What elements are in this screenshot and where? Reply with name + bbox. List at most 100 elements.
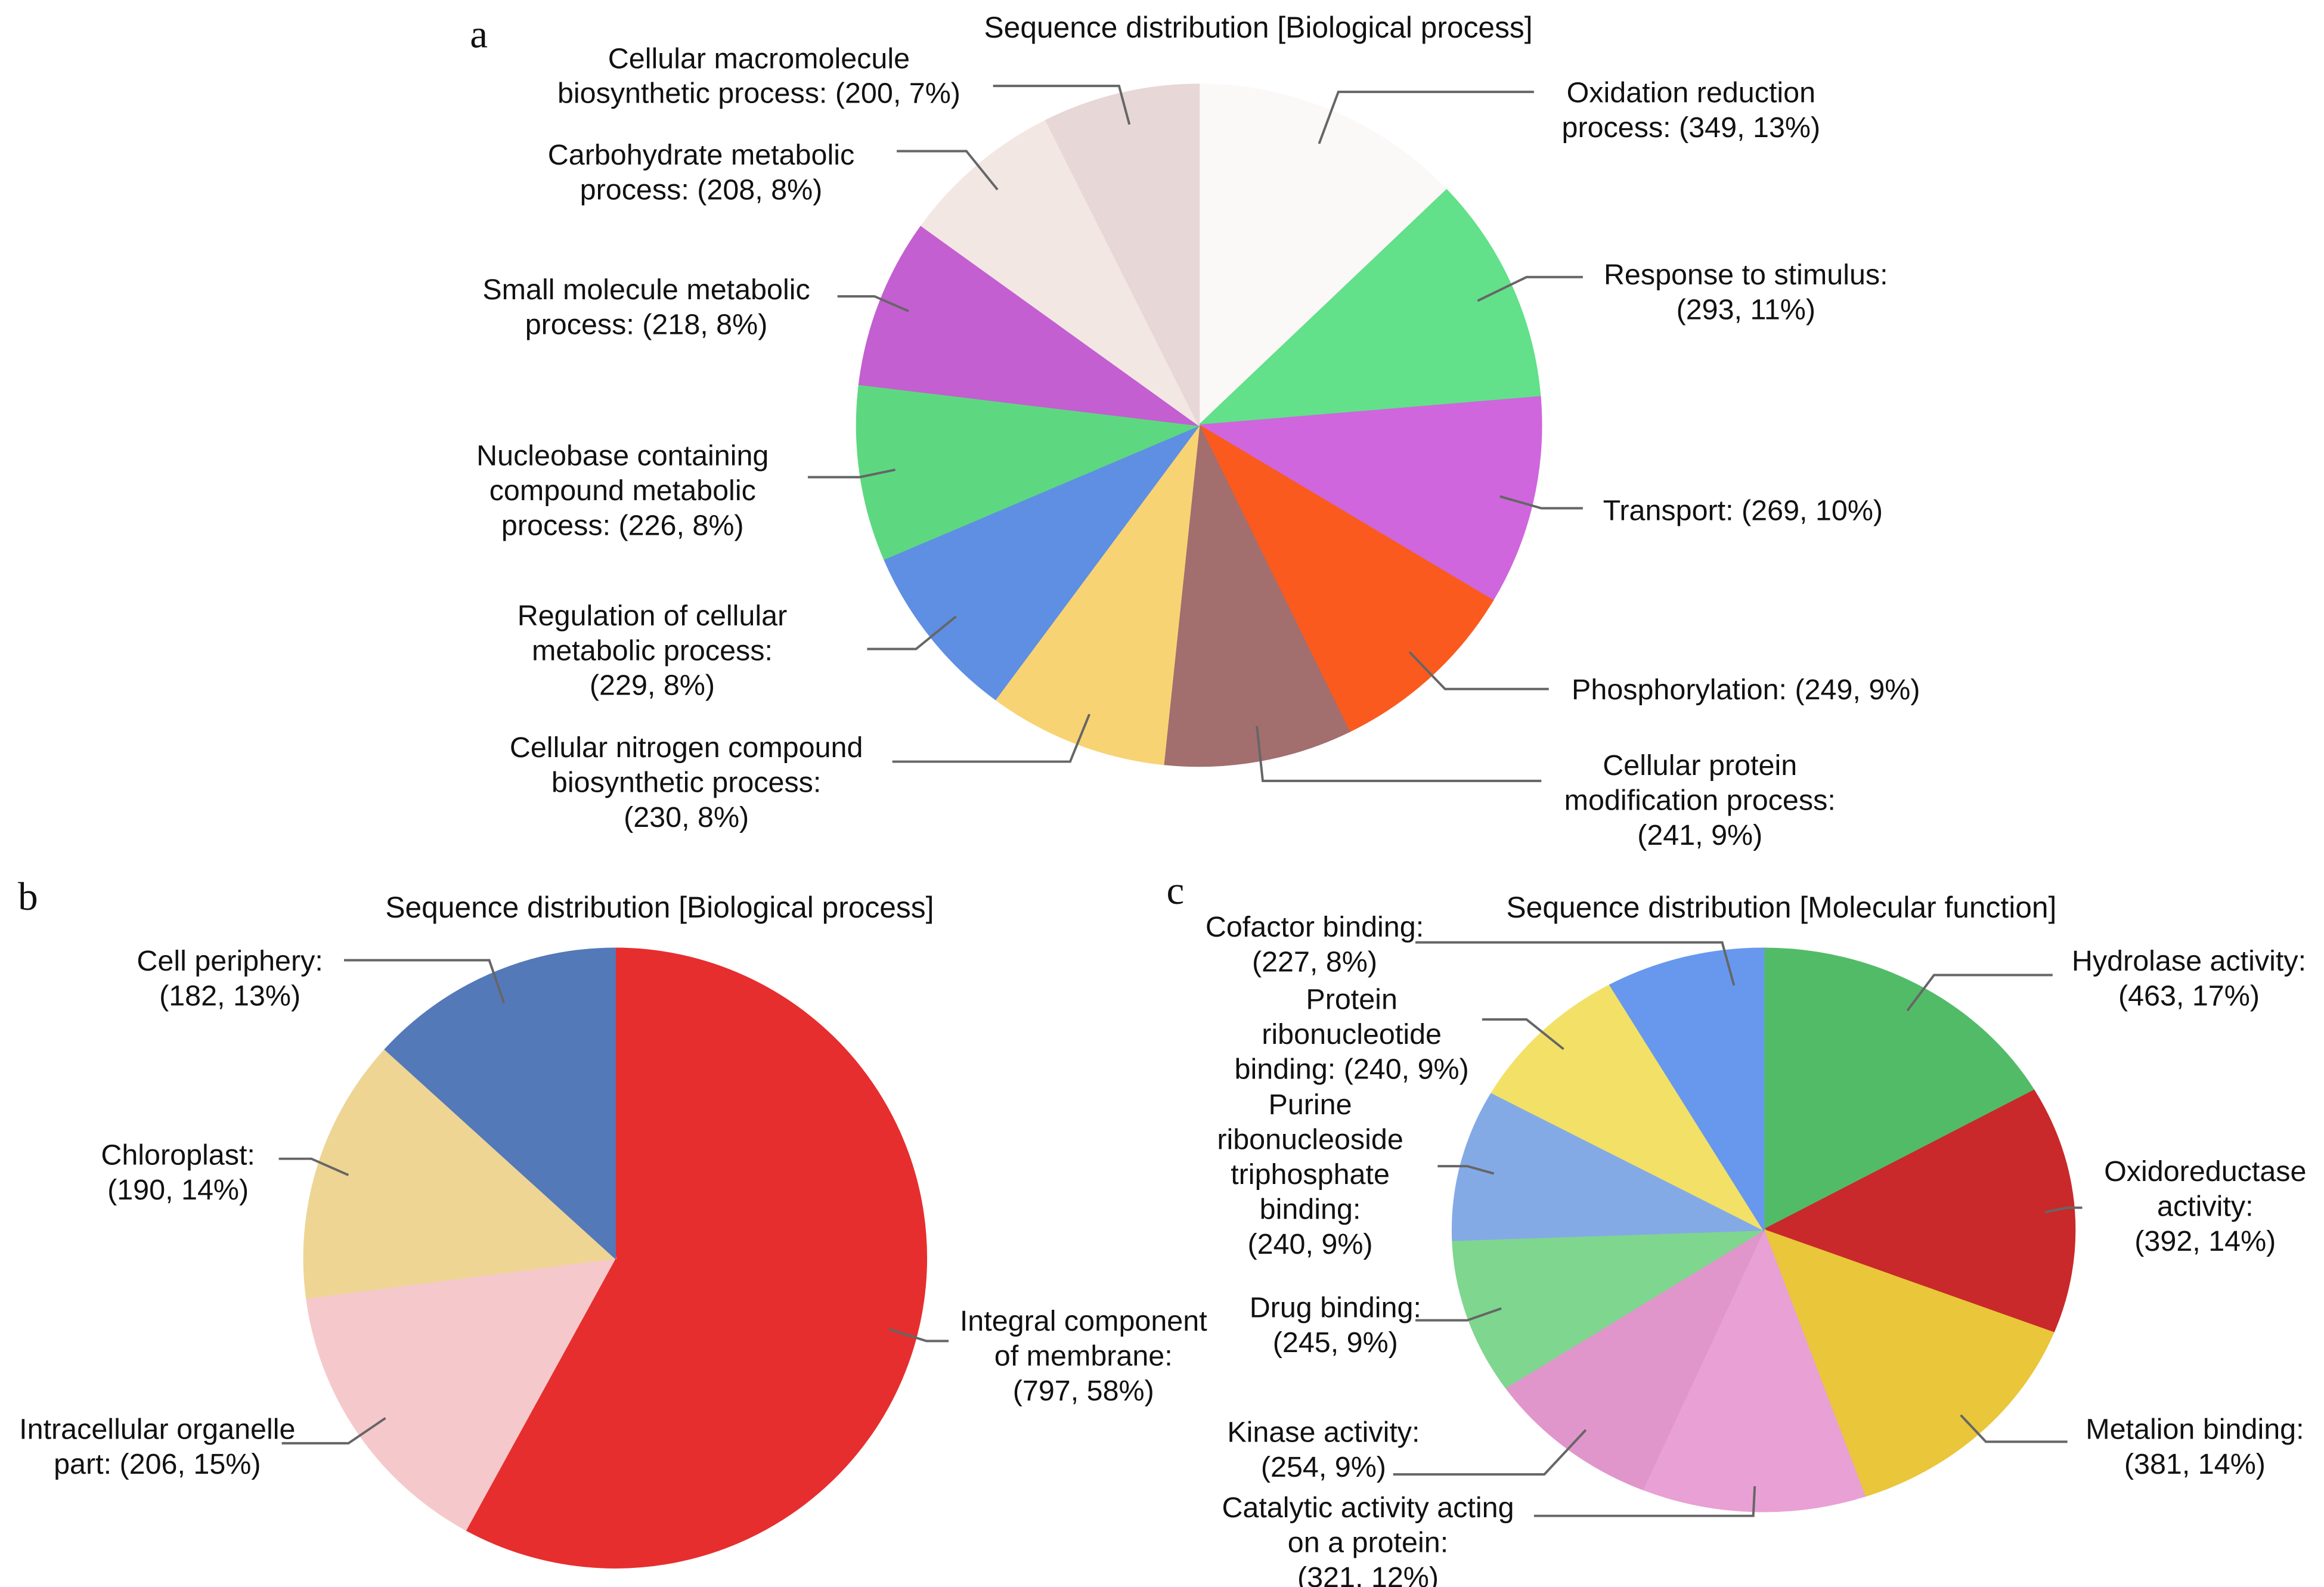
slice-label-integral-component-of-membrane: Integral component of membrane: (797, 58%) [960, 1305, 1207, 1407]
leader-line-cellular-macromolecule-biosynthetic-process [993, 85, 1131, 125]
slice-label-line: (254, 9%) [1261, 1451, 1386, 1483]
leader-line-kinase-activity [1393, 1429, 1587, 1476]
slice-label-line: Phosphorylation: (249, 9%) [1572, 674, 1920, 706]
slice-label-line: process: (218, 8%) [525, 308, 768, 340]
slice-label-line: Protein [1306, 984, 1398, 1016]
slice-label-line: triphosphate [1231, 1158, 1390, 1191]
slice-label-line: modification process: [1564, 784, 1836, 816]
slice-label-line: (230, 8%) [624, 801, 749, 833]
slice-label-line: on a protein: [1288, 1527, 1448, 1559]
leader-line-response-to-stimulus [1477, 275, 1583, 302]
pie-slice-phosphorylation [1197, 423, 1494, 733]
chart-title-c: Sequence distribution [Molecular functio… [1507, 891, 2057, 924]
pie-slice-cofactor-binding [1609, 947, 1765, 1233]
slice-label-line: binding: [1260, 1193, 1361, 1225]
slice-label-intracellular-organelle-part: Intracellular organelle part: (206, 15%) [19, 1413, 295, 1480]
slice-label-phosphorylation: Phosphorylation: (249, 9%) [1572, 674, 1920, 706]
pie-slice-nucleobase-containing-compound-metabolic-process [856, 383, 1202, 560]
slice-label-line: (227, 8%) [1252, 946, 1377, 978]
slice-label-line: process: (349, 13%) [1562, 111, 1821, 144]
pie-slice-small-molecule-metabolic-process [858, 224, 1200, 426]
pie-slice-integral-component-of-membrane [464, 947, 928, 1569]
slice-label-line: Carbohydrate metabolic [548, 139, 854, 171]
slice-label-line: Transport: (269, 10%) [1603, 494, 1883, 526]
pie-chart-a: Oxidation reduction process: (349, 13%) Re… [476, 42, 1920, 851]
pie-chart-b: Integral component of membrane: (797, 58%)… [19, 945, 1207, 1569]
slice-label-line: (245, 9%) [1273, 1326, 1398, 1359]
slice-label-line: of membrane: [994, 1340, 1173, 1372]
slice-label-line: (241, 9%) [1637, 819, 1762, 851]
pie-slice-intracellular-organelle-part [305, 1257, 617, 1531]
pie-slice-hydrolase-activity [1762, 947, 2035, 1232]
slice-label-chloroplast: Chloroplast: (190, 14%) [101, 1139, 255, 1206]
slice-label-metalion-binding: Metalion binding: (381, 14%) [2086, 1413, 2304, 1480]
slice-label-line: biosynthetic process: [551, 767, 821, 799]
slice-label-oxidation-reduction-process: Oxidation reduction process: (349, 13%) [1562, 77, 1821, 144]
slice-label-line: Drug binding: [1250, 1292, 1421, 1324]
leader-line-oxidoreductase-activity [2044, 1206, 2083, 1214]
slice-label-line: binding: (240, 9%) [1235, 1053, 1469, 1085]
slice-label-kinase-activity: Kinase activity: (254, 9%) [1227, 1416, 1420, 1483]
leader-line-small-molecule-metabolic-process [837, 295, 909, 312]
leader-line-transport [1499, 495, 1583, 510]
slice-label-small-molecule-metabolic-process: Small molecule metabolic process: (218, 8… [482, 274, 810, 340]
slice-label-cofactor-binding: Cofactor binding: (227, 8%) [1206, 911, 1424, 978]
leader-line-oxidation-reduction-process [1318, 91, 1534, 144]
slice-label-cellular-macromolecule-biosynthetic-process: Cellular macromolecule biosynthetic proce… [557, 42, 960, 109]
slice-label-line: Response to stimulus: [1604, 259, 1888, 291]
slice-label-line: biosynthetic process: (200, 7%) [557, 78, 960, 110]
slice-label-line: (797, 58%) [1013, 1375, 1154, 1407]
slice-label-response-to-stimulus: Response to stimulus: (293, 11%) [1604, 259, 1888, 326]
pie-slice-cell-periphery [384, 947, 616, 1260]
leader-line-chloroplast [278, 1157, 349, 1176]
leader-line-hydrolase-activity [1906, 974, 2053, 1012]
pie-slice-kinase-activity [1504, 1228, 1765, 1490]
slice-label-line: (240, 9%) [1248, 1228, 1373, 1260]
chart-title-b: Sequence distribution [Biological proces… [385, 891, 934, 924]
slice-label-line: (190, 14%) [107, 1174, 249, 1206]
leader-line-cellular-protein-modification-process [1256, 726, 1542, 782]
pie-slice-oxidation-reduction-process [1198, 83, 1448, 427]
slice-label-line: Regulation of cellular [518, 600, 788, 632]
pie-slice-purine-ribonucleoside-triphosphate-binding [1451, 1092, 1764, 1241]
slice-label-cellular-nitrogen-compound-biosynthetic-process: Cellular nitrogen compound biosynthetic p… [510, 731, 863, 833]
slice-label-hydrolase-activity: Hydrolase activity: (463, 17%) [2072, 945, 2306, 1012]
slice-label-protein-ribonucleotide-binding: Protein ribonucleotide binding: (240, 9%) [1235, 984, 1469, 1086]
slice-label-line: activity: [2157, 1190, 2254, 1222]
leader-line-catalytic-activity-acting-on-a-protein [1533, 1486, 1756, 1517]
slice-label-line: (321, 12%) [1297, 1561, 1439, 1587]
slice-label-line: (381, 14%) [2124, 1448, 2266, 1480]
slice-label-transport: Transport: (269, 10%) [1603, 494, 1883, 526]
slice-label-catalytic-activity-acting-on-a-protein: Catalytic activity acting on a protein: (3… [1222, 1492, 1514, 1587]
pie-slice-chloroplast [303, 1048, 617, 1299]
slice-label-line: process: (226, 8%) [501, 509, 744, 541]
leader-line-cell-periphery [343, 959, 506, 1004]
pie-slice-drug-binding [1452, 1229, 1767, 1388]
slice-label-oxidoreductase-activity: Oxidoreductase activity: (392, 14%) [2104, 1155, 2306, 1257]
slice-label-purine-ribonucleoside-triphosphate-binding: Purine ribonucleoside triphosphate binding:… [1217, 1089, 1403, 1260]
slice-label-line: Oxidoreductase [2104, 1155, 2306, 1188]
pie-slice-cellular-protein-modification-process [1163, 422, 1350, 767]
slice-label-line: Purine [1269, 1089, 1352, 1121]
panel-label-a: a [470, 12, 488, 57]
slice-label-line: Cellular protein [1603, 749, 1797, 782]
slice-label-line: Kinase activity: [1227, 1416, 1420, 1448]
leader-line-intracellular-organelle-part [281, 1417, 386, 1445]
slice-label-line: ribonucleoside [1217, 1124, 1403, 1156]
slice-label-line: Cell periphery: [137, 945, 323, 977]
panel-label-b: b [18, 874, 38, 919]
leader-line-integral-component-of-membrane [889, 1328, 949, 1343]
slice-label-cellular-protein-modification-process: Cellular protein modification process: (24… [1564, 749, 1836, 851]
slice-label-line: compound metabolic [489, 475, 756, 507]
pie-slice-oxidoreductase-activity [1762, 1089, 2076, 1334]
slice-label-line: (392, 14%) [2134, 1225, 2276, 1257]
slice-label-line: Small molecule metabolic [482, 274, 810, 306]
pie-slice-cellular-nitrogen-compound-biosynthetic-process [994, 422, 1200, 765]
slice-label-line: Cofactor binding: [1206, 911, 1424, 943]
slice-label-regulation-of-cellular-metabolic-process: Regulation of cellular metabolic process:… [518, 600, 788, 702]
leader-line-cofactor-binding [1415, 941, 1736, 986]
chart-title-a: Sequence distribution [Biological proces… [984, 11, 1533, 44]
slice-label-line: Hydrolase activity: [2072, 945, 2306, 977]
pie-slice-transport [1197, 396, 1542, 602]
leader-line-protein-ribonucleotide-binding [1482, 1018, 1564, 1050]
